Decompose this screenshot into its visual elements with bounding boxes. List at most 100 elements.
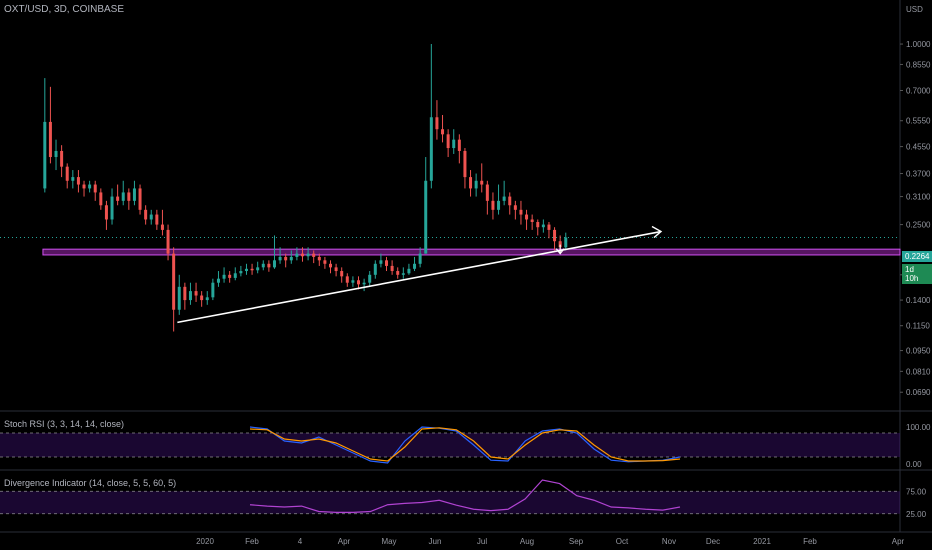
candle-body: [306, 253, 310, 257]
candle-body: [328, 263, 332, 268]
candle-body: [116, 196, 120, 201]
trendline[interactable]: [177, 225, 663, 324]
price-tick-label: 0.0950: [906, 347, 931, 356]
time-tick-label: Nov: [662, 537, 676, 546]
candle-body: [155, 214, 159, 225]
price-tick-label: 0.7000: [906, 87, 931, 96]
candle-body: [138, 188, 142, 210]
candle-body: [222, 274, 226, 279]
price-tick-label: 0.8550: [906, 60, 931, 69]
candle-body: [261, 263, 265, 268]
stoch-rsi-pane: 100.00 0.00: [0, 423, 931, 469]
candle-body: [216, 278, 220, 283]
time-axis[interactable]: 2020 Feb 4 Apr May Jun Jul Aug Sep Oct Nov Dec 2021 F…: [196, 537, 904, 546]
candle-body: [541, 224, 545, 228]
candle-body: [508, 196, 512, 206]
indicator-tick-label: 75.00: [906, 487, 927, 496]
price-axis-corner: USD: [906, 5, 923, 14]
candle-body: [205, 297, 209, 301]
candle-body: [256, 267, 260, 271]
candle-body: [54, 150, 58, 158]
candle-body: [519, 209, 523, 215]
candle-body: [104, 205, 108, 220]
candle-body: [413, 263, 417, 269]
candle-body: [491, 200, 495, 210]
candle-body: [312, 253, 316, 257]
price-tick-label: 0.4550: [906, 143, 931, 152]
divergence-title: Divergence Indicator (14, close, 5, 5, 6…: [4, 478, 177, 488]
candle-body: [340, 271, 344, 277]
candle-body: [418, 253, 422, 264]
candle-body: [441, 129, 445, 135]
candle-body: [88, 184, 92, 189]
time-tick-label: 2020: [196, 537, 214, 546]
candle-body: [188, 291, 192, 301]
candle-body: [228, 274, 232, 278]
candle-body: [183, 286, 187, 301]
candle-body: [424, 180, 428, 254]
candle-body: [558, 241, 562, 248]
price-axis[interactable]: 1.0000 0.8550 0.7000 0.5550 0.4550 0.3700 0.31…: [900, 5, 931, 397]
price-tick-label: 0.1400: [906, 296, 931, 305]
price-tick-label: 0.3700: [906, 170, 931, 179]
support-zone: [42, 248, 901, 256]
candle-body: [160, 224, 164, 230]
candle-body: [379, 260, 383, 264]
time-tick-label: Apr: [892, 537, 905, 546]
candle-body: [121, 192, 125, 201]
candle-body: [469, 177, 473, 189]
candle-body: [93, 184, 97, 193]
candle-body: [177, 286, 181, 310]
candle-body: [48, 121, 52, 158]
price-tick-label: 0.3100: [906, 193, 931, 202]
divergence-line: [249, 479, 681, 514]
candle-body: [446, 134, 450, 149]
stoch-rsi-title: Stoch RSI (3, 3, 14, 14, close): [4, 419, 125, 429]
candle-body: [435, 117, 439, 130]
candle-body: [345, 276, 349, 283]
candle-body: [132, 188, 136, 201]
time-tick-label: Feb: [245, 537, 259, 546]
indicator-band: [0, 433, 900, 457]
stoch-d-line: [249, 427, 681, 462]
candle-body: [233, 273, 237, 278]
candle-body: [278, 256, 282, 261]
candle-body: [272, 260, 276, 268]
time-tick-label: Feb: [803, 537, 817, 546]
candle-body: [71, 177, 75, 181]
candle-body: [211, 282, 215, 298]
candle-body: [385, 260, 389, 266]
candle-body: [368, 274, 372, 283]
candle-body: [300, 253, 304, 257]
price-tick-label: 1.0000: [906, 40, 931, 49]
candle-body: [452, 139, 456, 149]
price-tick-label: 0.5550: [906, 117, 931, 126]
candle-body: [99, 192, 103, 206]
candle-body: [536, 222, 540, 228]
candle-body: [60, 150, 64, 167]
candle-body: [530, 219, 534, 223]
time-tick-label: Sep: [569, 537, 584, 546]
candle-body: [144, 209, 148, 220]
time-tick-label: 4: [298, 537, 303, 546]
indicator-tick-label: 100.00: [906, 423, 931, 432]
indicator-band: [0, 491, 900, 514]
candle-body: [396, 271, 400, 275]
candle-body: [284, 256, 288, 261]
stoch-k-line: [249, 426, 681, 464]
candle-body: [149, 214, 153, 220]
time-tick-label: 2021: [753, 537, 771, 546]
time-tick-label: May: [381, 537, 396, 546]
candle-body: [525, 214, 529, 220]
candle-body: [351, 280, 355, 283]
candle-body: [357, 280, 361, 285]
candle-body: [323, 260, 327, 264]
price-tick-label: 0.1150: [906, 322, 930, 331]
candle-body: [289, 256, 293, 261]
candle-body: [194, 291, 198, 296]
indicator-tick-label: 0.00: [906, 460, 922, 469]
candle-body: [463, 150, 467, 178]
candle-body: [362, 282, 366, 285]
candle-body: [82, 184, 86, 189]
